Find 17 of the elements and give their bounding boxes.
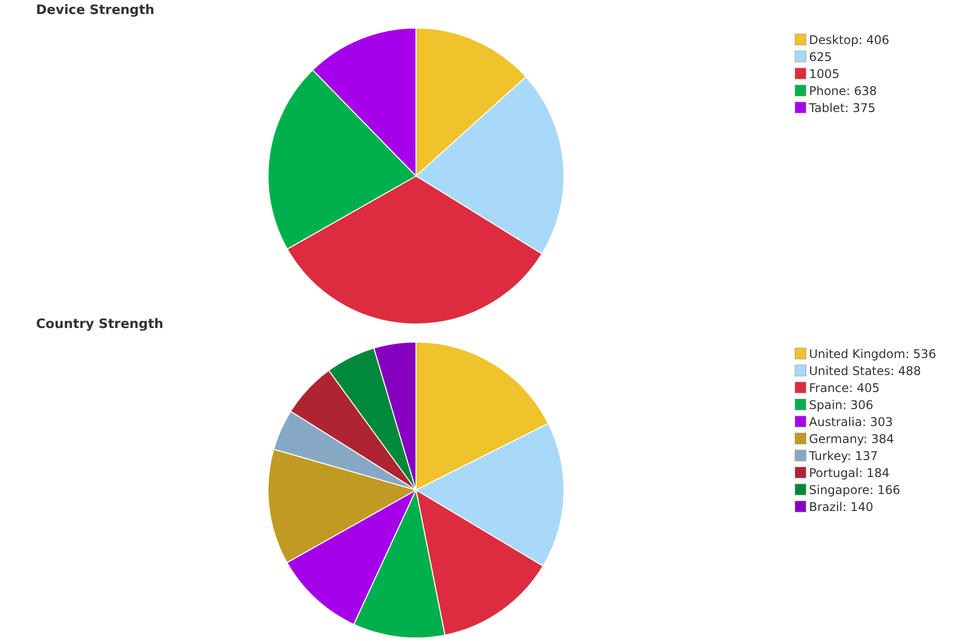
text: Country Strength (36, 317, 164, 332)
legend-label: Spain: 306 (809, 398, 874, 412)
legend-label: Portugal: 184 (809, 466, 890, 480)
legend-label: France: 405 (809, 381, 880, 396)
text: Device Strength (36, 3, 154, 18)
legend-label: Brazil: 140 (809, 500, 874, 514)
legend-label: 1005 (809, 67, 840, 82)
legend-label: 625 (809, 50, 832, 64)
legend-label: United Kingdom: 536 (809, 347, 936, 362)
legend-label: Tablet: 375 (808, 101, 876, 116)
legend-label: Phone: 638 (809, 84, 877, 98)
legend-label: United States: 488 (809, 364, 922, 378)
legend-label: Germany: 384 (809, 432, 894, 446)
legend-label: Singapore: 166 (809, 483, 900, 498)
legend-label: Desktop: 406 (809, 33, 890, 48)
legend-label: Australia: 303 (809, 415, 893, 430)
legend-label: Turkey: 137 (808, 449, 878, 464)
